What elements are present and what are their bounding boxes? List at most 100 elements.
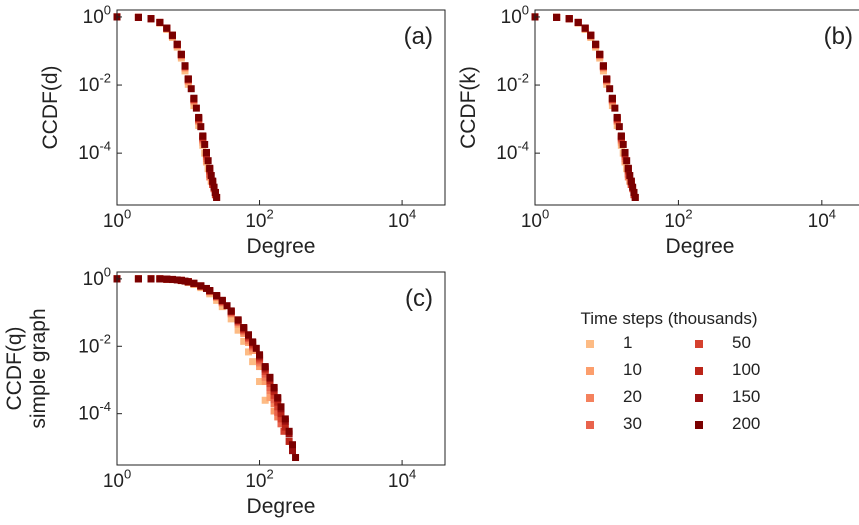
- series-20: [113, 13, 217, 189]
- data-point: [261, 396, 269, 404]
- data-point: [270, 407, 278, 415]
- data-point: [184, 75, 192, 83]
- data-point: [197, 123, 205, 131]
- series-1: [531, 13, 631, 173]
- data-point: [587, 31, 595, 39]
- series-100: [113, 275, 293, 445]
- legend-label: 200: [732, 414, 760, 433]
- data-point: [596, 50, 604, 58]
- data-point: [613, 113, 621, 121]
- legend-item-1: 1: [586, 333, 632, 352]
- data-point: [204, 157, 212, 165]
- series-50: [113, 13, 219, 199]
- data-point: [624, 164, 632, 172]
- legend-item-10: 10: [586, 360, 642, 379]
- panel-label: (a): [404, 23, 433, 50]
- data-point: [240, 337, 248, 345]
- legend-label: 1: [623, 333, 632, 352]
- y-tick-label: 10-2: [78, 70, 111, 96]
- data-point: [156, 18, 164, 26]
- series-200: [113, 275, 300, 462]
- data-point: [181, 62, 189, 70]
- x-tick-label: 102: [664, 206, 692, 232]
- data-point: [240, 324, 248, 332]
- data-point: [621, 148, 629, 156]
- y-tick-label: 10-2: [496, 70, 529, 96]
- data-point: [234, 316, 242, 324]
- series-1: [113, 13, 212, 173]
- markers: [531, 13, 639, 201]
- data-point: [252, 344, 260, 352]
- panel-b: 100 102 104 100 10-2 10-4 Degree CCDF(k) (b): [457, 2, 859, 258]
- y-tick-label: 10-4: [496, 139, 529, 165]
- series-50: [531, 13, 638, 199]
- legend-label: 10: [623, 360, 642, 379]
- data-point: [611, 104, 619, 112]
- data-point: [163, 275, 171, 283]
- data-point: [280, 427, 288, 435]
- data-point: [292, 454, 300, 462]
- data-point: [270, 400, 278, 408]
- series-200: [531, 13, 639, 201]
- data-point: [270, 391, 278, 399]
- x-axis-label: Degree: [666, 235, 735, 258]
- legend-label: 20: [623, 387, 642, 406]
- data-point: [277, 420, 285, 428]
- data-point: [211, 188, 219, 196]
- x-axis-label: Degree: [247, 235, 316, 258]
- legend-item-20: 20: [586, 387, 642, 406]
- data-point: [206, 164, 214, 172]
- data-point: [256, 363, 264, 371]
- data-point: [289, 447, 297, 455]
- legend-swatch: [586, 367, 594, 375]
- legend-label: 30: [623, 414, 642, 433]
- data-point: [608, 94, 616, 102]
- legend-swatch: [586, 421, 594, 429]
- data-point: [623, 157, 631, 165]
- data-point: [631, 193, 639, 201]
- data-point: [256, 378, 264, 386]
- data-point: [173, 40, 181, 48]
- legend-item-100: 100: [695, 360, 760, 379]
- data-point: [187, 85, 195, 93]
- x-tick-label: 100: [103, 206, 131, 232]
- data-point: [277, 415, 285, 423]
- data-point: [606, 85, 614, 93]
- data-point: [603, 75, 611, 83]
- plot-frame: [116, 271, 446, 466]
- x-tick-label: 104: [388, 206, 416, 232]
- data-point: [163, 24, 171, 32]
- legend-title: Time steps (thousands): [581, 309, 758, 328]
- series-10: [531, 13, 634, 185]
- legend-item-150: 150: [695, 387, 760, 406]
- data-point: [156, 275, 164, 283]
- panel-a: 100 102 104 100 10-2 10-4 Degree CCDF(d) (a): [39, 2, 446, 258]
- x-tick-label: 100: [521, 206, 549, 232]
- data-point: [281, 423, 289, 431]
- x-tick-label: 104: [388, 466, 416, 492]
- data-point: [207, 172, 215, 180]
- data-point: [173, 276, 181, 284]
- data-point: [184, 278, 192, 286]
- data-point: [285, 427, 293, 435]
- y-tick-label: 100: [83, 264, 111, 290]
- series-20: [531, 13, 635, 189]
- series-150: [531, 13, 639, 201]
- x-tick-label: 102: [245, 206, 273, 232]
- series-200: [113, 13, 221, 201]
- data-point: [266, 383, 274, 391]
- data-point: [201, 140, 209, 148]
- legend-label: 150: [732, 387, 760, 406]
- data-point: [629, 183, 637, 191]
- data-point: [619, 140, 627, 148]
- y-axis-label: CCDF(d): [39, 66, 62, 150]
- data-point: [630, 188, 638, 196]
- data-point: [190, 94, 198, 102]
- y-tick-label: 100: [83, 2, 111, 28]
- data-point: [147, 275, 155, 283]
- legend-item-50: 50: [695, 333, 751, 352]
- data-point: [274, 394, 282, 402]
- data-point: [213, 193, 221, 201]
- data-point: [289, 441, 297, 449]
